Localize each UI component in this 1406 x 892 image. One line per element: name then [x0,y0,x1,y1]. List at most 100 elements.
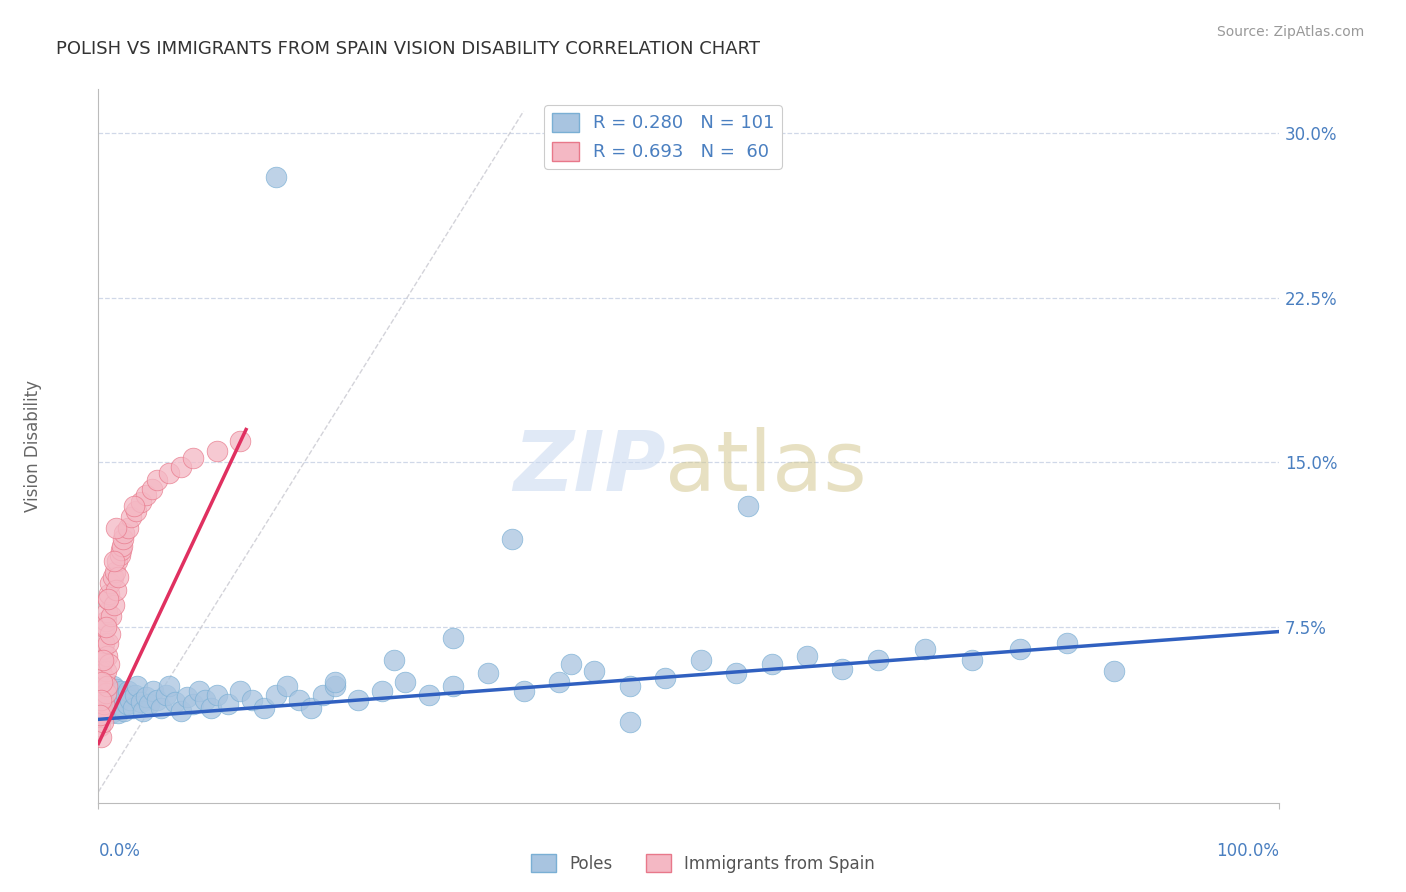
Point [90,701,112,715]
Point [619,714,641,729]
Point [761,657,783,672]
Text: Vision Disability: Vision Disability [24,380,42,512]
Point [97,695,120,709]
Point [91,706,114,720]
Point [101,688,124,702]
Point [94,620,117,634]
Point [117,521,139,535]
Point [441,680,464,694]
Point [90,730,112,744]
Point [441,631,464,645]
Point [98,657,121,672]
Legend: R = 0.280   N = 101, R = 0.693   N =  60: R = 0.280 N = 101, R = 0.693 N = 60 [544,105,782,169]
Point [103,598,125,612]
Point [150,701,173,715]
Point [98,697,121,711]
Point [96,690,118,705]
Point [98,688,121,702]
Point [194,692,217,706]
Point [142,683,165,698]
Point [111,539,134,553]
Point [205,688,228,702]
Text: 0.0%: 0.0% [98,842,141,860]
Point [98,626,121,640]
Point [125,504,148,518]
Point [114,688,136,702]
Point [91,680,114,694]
Point [94,683,117,698]
Point [101,680,124,694]
Point [560,657,582,672]
Text: 100.0%: 100.0% [1216,842,1279,860]
Point [129,695,152,709]
Point [299,701,322,715]
Point [176,690,198,705]
Point [240,692,263,706]
Point [105,690,128,705]
Point [98,683,121,698]
Point [89,719,111,733]
Point [91,701,114,715]
Point [181,697,204,711]
Text: Source: ZipAtlas.com: Source: ZipAtlas.com [1216,25,1364,39]
Point [121,510,143,524]
Point [323,675,346,690]
Point [90,692,112,706]
Point [103,695,125,709]
Point [108,692,131,706]
Point [91,686,114,700]
Text: ZIP: ZIP [513,427,665,508]
Point [418,688,440,702]
Point [105,521,128,535]
Point [91,675,114,690]
Text: POLISH VS IMMIGRANTS FROM SPAIN VISION DISABILITY CORRELATION CHART: POLISH VS IMMIGRANTS FROM SPAIN VISION D… [56,40,761,58]
Point [654,671,676,685]
Point [94,664,117,678]
Point [94,614,117,628]
Point [90,692,112,706]
Point [737,500,759,514]
Point [90,708,112,723]
Point [138,697,160,711]
Point [112,690,135,705]
Point [107,569,129,583]
Point [276,680,298,694]
Point [146,692,169,706]
Point [122,500,145,514]
Point [98,587,121,601]
Point [548,675,571,690]
Point [101,569,124,583]
Point [120,692,142,706]
Point [170,459,193,474]
Point [866,653,889,667]
Point [98,701,121,715]
Point [115,697,138,711]
Point [217,697,239,711]
Point [89,686,111,700]
Point [93,635,115,649]
Point [100,706,122,720]
Point [96,605,118,619]
Point [100,609,122,624]
Point [117,683,139,698]
Point [725,666,748,681]
Point [135,488,157,502]
Point [103,554,125,568]
Point [105,582,128,597]
Point [141,482,163,496]
Point [200,701,222,715]
Point [91,653,114,667]
Point [229,434,252,448]
Point [205,444,228,458]
Point [98,576,121,591]
Text: atlas: atlas [665,427,868,508]
Point [104,566,127,580]
Point [394,675,416,690]
Point [914,642,936,657]
Point [165,695,187,709]
Legend: Poles, Immigrants from Spain: Poles, Immigrants from Spain [524,847,882,880]
Point [831,662,853,676]
Point [111,699,134,714]
Point [121,701,143,715]
Point [110,683,132,698]
